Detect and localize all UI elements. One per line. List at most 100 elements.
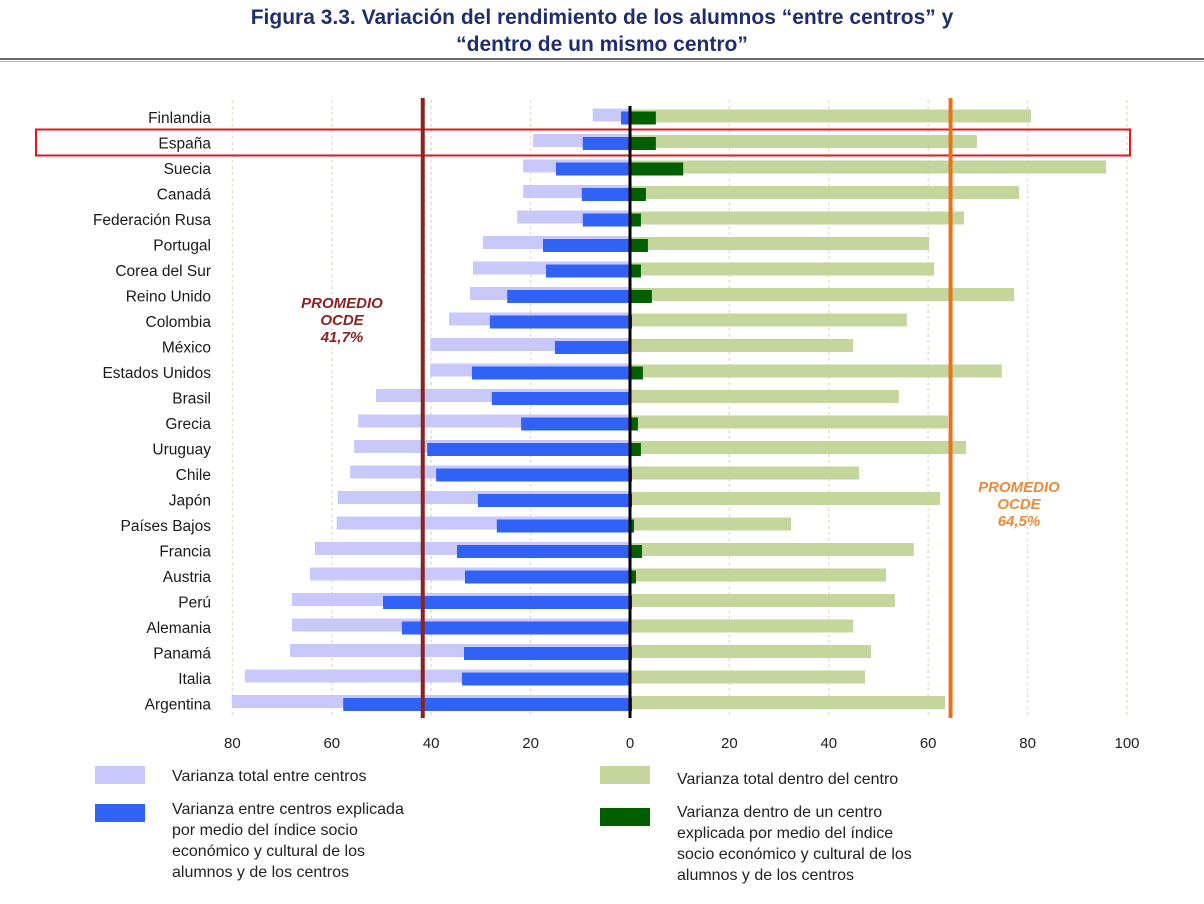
- bar-explained-within: [630, 188, 646, 201]
- bar-explained-within: [630, 570, 636, 584]
- bar-explained-between: [477, 494, 630, 507]
- x-tick-label: 40: [820, 735, 837, 752]
- highlight-box: [35, 128, 1131, 157]
- category-label: Alemania: [146, 620, 211, 637]
- bar-explained-within: [630, 264, 641, 278]
- category-label: Perú: [178, 595, 211, 612]
- bar-explained-between: [382, 596, 630, 609]
- bar-explained-within: [630, 366, 643, 380]
- bar-explained-within: [630, 137, 656, 150]
- category-label: Federación Rusa: [93, 212, 211, 229]
- bar-explained-within: [630, 519, 634, 533]
- bar-explained-within: [630, 111, 656, 125]
- bar-explained-within: [630, 443, 641, 456]
- title-divider-shadow: [0, 61, 1204, 62]
- bar-total-within: [630, 313, 907, 327]
- oecd-average-label: 41,7%: [320, 329, 364, 346]
- bar-total-within: [630, 364, 1002, 378]
- category-label: España: [158, 136, 211, 153]
- category-label: Corea del Sur: [115, 263, 211, 280]
- bar-total-within: [630, 415, 949, 429]
- x-tick-label: 100: [1114, 735, 1139, 752]
- category-label: Canadá: [157, 187, 212, 204]
- legend-swatch: [600, 808, 650, 826]
- bar-explained-between: [581, 188, 630, 201]
- category-label: Austria: [163, 569, 212, 586]
- x-tick-label: 80: [224, 735, 241, 752]
- oecd-average-label: OCDE: [997, 496, 1041, 513]
- bar-explained-between: [464, 570, 630, 584]
- legend-label: Varianza entre centros explicada por medi…: [172, 801, 404, 881]
- x-tick-label: 60: [920, 735, 937, 752]
- bar-explained-within: [630, 290, 652, 303]
- bar-total-within: [630, 670, 866, 684]
- bar-explained-between: [546, 264, 630, 278]
- bar-total-within: [630, 696, 946, 709]
- legend-swatch: [95, 804, 145, 822]
- bar-total-within: [630, 543, 914, 556]
- bar-total-within: [630, 135, 977, 148]
- oecd-average-label: OCDE: [320, 312, 364, 329]
- bar-explained-between: [507, 290, 630, 303]
- category-labels: Finlandia España Suecia Canadá Federación Ru…: [93, 110, 211, 714]
- bar-explained-within: [630, 239, 648, 252]
- bar-total-within: [630, 160, 1107, 174]
- bar-total-within: [630, 237, 930, 250]
- category-label: Japón: [169, 493, 211, 510]
- bar-explained-between: [543, 239, 630, 252]
- bar-explained-between: [464, 647, 630, 660]
- x-tick-label: 20: [522, 735, 539, 752]
- gridlines: [231, 100, 1128, 718]
- category-label: Países Bajos: [121, 518, 212, 535]
- bar-explained-within: [630, 213, 641, 227]
- bar-explained-between: [401, 621, 630, 635]
- bar-explained-between: [489, 315, 630, 329]
- bar-explained-between: [582, 137, 630, 150]
- x-tick-label: 20: [721, 735, 738, 752]
- category-label: Finlandia: [148, 110, 211, 127]
- category-label: Italia: [178, 671, 211, 688]
- oecd-average-label: 64,5%: [998, 513, 1041, 530]
- category-label: Portugal: [153, 238, 211, 255]
- bar-explained-between: [621, 111, 630, 125]
- category-label: Reino Unido: [126, 289, 211, 306]
- bar-total-within: [630, 109, 1032, 123]
- bar-total-within: [630, 211, 964, 225]
- category-label: Estados Unidos: [102, 365, 211, 382]
- bar-total-within: [630, 492, 941, 505]
- bar-explained-between: [521, 417, 630, 431]
- legend-label: Varianza dentro de un centro explicada po…: [677, 804, 912, 884]
- bar-explained-between: [582, 213, 630, 227]
- oecd-average-label: PROMEDIO: [978, 479, 1060, 496]
- category-label: Colombia: [146, 314, 212, 331]
- category-label: Suecia: [164, 161, 212, 178]
- bar-total-within: [630, 466, 860, 480]
- category-label: Francia: [159, 544, 211, 561]
- bar-total-within: [630, 568, 886, 582]
- legend-swatch: [95, 766, 145, 784]
- x-tick-label: 0: [626, 735, 634, 752]
- legend-label: Varianza total dentro del centro: [677, 771, 899, 788]
- bar-explained-between: [427, 443, 630, 456]
- bar-explained-between: [436, 468, 630, 482]
- bar-total-within: [630, 339, 854, 352]
- title-divider: [0, 58, 1204, 60]
- x-axis-ticks: 80 60 40 20 0 20 40 60 80 100: [224, 735, 1139, 752]
- bar-total-within: [630, 288, 1015, 301]
- category-label: Chile: [176, 467, 211, 484]
- figure-title: Figura 3.3. Variación del rendimiento de…: [0, 4, 1204, 58]
- bars: [231, 108, 1107, 711]
- bar-total-within: [630, 645, 872, 658]
- bar-explained-between: [555, 162, 630, 176]
- bar-explained-between: [496, 519, 630, 533]
- oecd-average-label: PROMEDIO: [301, 295, 383, 312]
- title-line-2: “dentro de un mismo centro”: [456, 33, 748, 56]
- category-label: México: [162, 340, 211, 357]
- bar-explained-within: [630, 162, 684, 176]
- category-label: Argentina: [145, 697, 212, 714]
- bar-explained-between: [554, 341, 630, 354]
- legend-swatch: [600, 766, 650, 784]
- bar-total-within: [630, 186, 1020, 199]
